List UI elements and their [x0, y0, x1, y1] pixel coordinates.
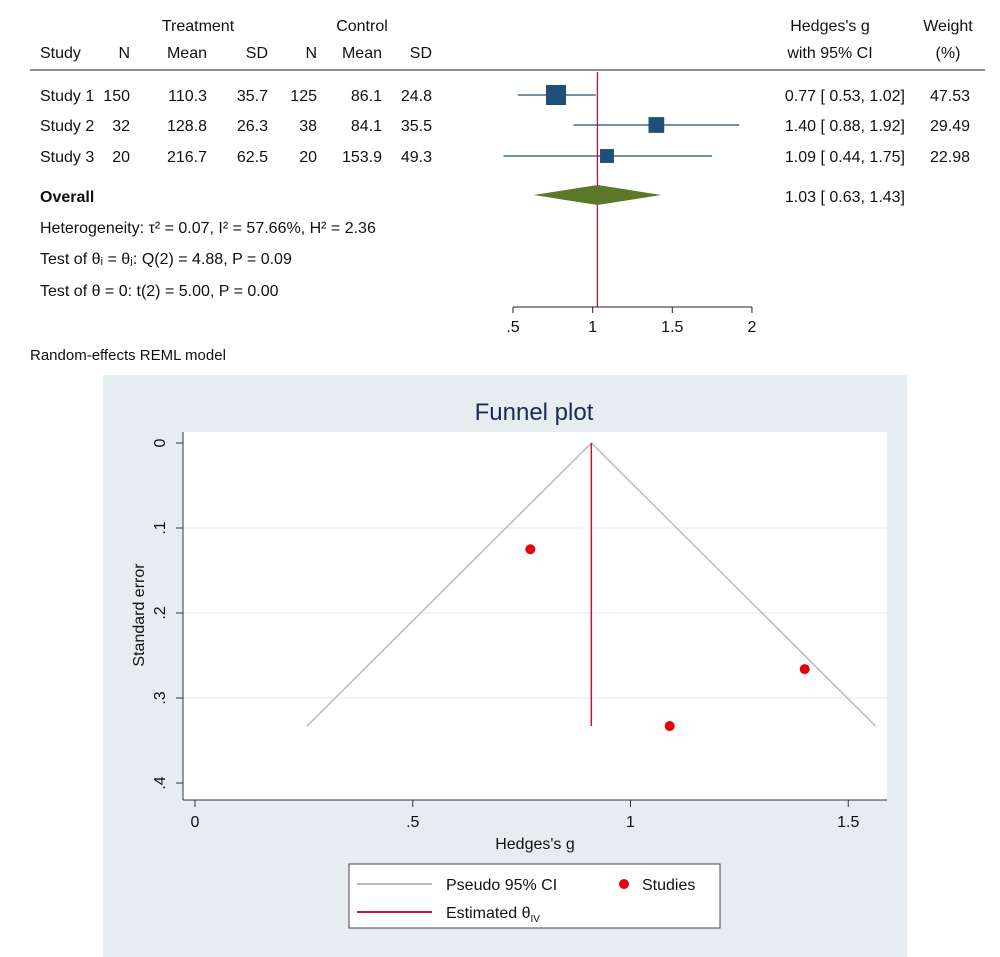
header-c-mean: Mean: [342, 45, 382, 62]
study-weight-text: 29.49: [930, 118, 970, 135]
study-t-mean: 110.3: [168, 88, 207, 105]
test-homogeneity-text: Test of θᵢ = θⱼ: Q(2) = 4.88, P = 0.09: [40, 251, 292, 268]
study-effect-marker: [546, 85, 567, 105]
legend-est-main: Estimated θ: [446, 905, 531, 922]
study-c-mean: 84.1: [351, 118, 382, 135]
funnel-y-tick-label: .2: [152, 606, 169, 619]
pseudo-ci-right-line: [590, 442, 877, 727]
legend-est-label: Estimated θIV: [446, 905, 540, 925]
test-effect-text: Test of θ = 0: t(2) = 5.00, P = 0.00: [40, 283, 279, 300]
overall-ci-text: 1.03 [ 0.63, 1.43]: [785, 189, 905, 206]
study-t-n: 32: [112, 118, 130, 135]
funnel-title: Funnel plot: [475, 399, 594, 426]
legend-box: [348, 863, 721, 929]
header-t-n: N: [118, 45, 130, 62]
funnel-x-tick-label: 1.5: [837, 814, 859, 831]
study-c-sd: 35.5: [401, 118, 432, 135]
funnel-x-tick-label: 1: [626, 814, 635, 831]
study-t-mean: 216.7: [167, 149, 207, 166]
funnel-y-tick-label: .4: [152, 776, 169, 789]
study-c-mean: 86.1: [351, 88, 382, 105]
header-t-sd: SD: [246, 45, 268, 62]
study-t-sd: 62.5: [237, 149, 268, 166]
header-weight: Weight: [923, 18, 973, 35]
funnel-legend: Pseudo 95% CI Studies Estimated θIV: [348, 863, 721, 929]
forest-x-tick-label: 1: [588, 319, 597, 336]
study-t-sd: 26.3: [237, 118, 268, 135]
study-t-sd: 35.7: [237, 88, 268, 105]
study-point: [525, 544, 536, 555]
funnel-y-tick-label: .1: [152, 521, 169, 534]
study-c-sd: 24.8: [401, 88, 432, 105]
overall-diamond: [533, 185, 662, 205]
study-c-n: 20: [299, 149, 317, 166]
funnel-ylabel: Standard error: [131, 563, 148, 667]
study-name: Study 3: [40, 149, 94, 166]
funnel-y-tick-label: 0: [152, 438, 169, 447]
forest-x-tick-label: 1.5: [661, 319, 683, 336]
study-c-sd: 49.3: [401, 149, 432, 166]
study-weight-text: 47.53: [930, 88, 970, 105]
forest-x-tick-label: .5: [506, 319, 519, 336]
heterogeneity-text: Heterogeneity: τ² = 0.07, I² = 57.66%, H…: [40, 220, 376, 237]
study-ci-text: 1.40 [ 0.88, 1.92]: [785, 118, 905, 135]
pseudo-ci-left-line: [306, 442, 592, 727]
study-name: Study 2: [40, 118, 94, 135]
model-note: Random-effects REML model: [30, 347, 226, 364]
overall-label: Overall: [40, 189, 94, 206]
study-weight-text: 22.98: [930, 149, 970, 166]
study-t-n: 150: [103, 88, 130, 105]
study-ci-text: 0.77 [ 0.53, 1.02]: [785, 88, 905, 105]
funnel-x-tick-label: .5: [406, 814, 419, 831]
header-control: Control: [336, 18, 388, 35]
forest-plot: Treatment Control Study N Mean SD N Mean…: [30, 18, 985, 364]
legend-ci-label: Pseudo 95% CI: [446, 877, 557, 894]
header-effect-ci: with 95% CI: [786, 45, 872, 62]
header-treatment: Treatment: [162, 18, 235, 35]
header-t-mean: Mean: [167, 45, 207, 62]
study-c-mean: 153.9: [342, 149, 382, 166]
study-effect-marker: [648, 117, 665, 133]
funnel-y-tick-label: .3: [152, 691, 169, 704]
study-point: [664, 721, 675, 732]
legend-est-sub: IV: [530, 914, 540, 925]
header-c-sd: SD: [410, 45, 432, 62]
funnel-x-tick-label: 0: [191, 814, 200, 831]
header-weight-pct: (%): [936, 45, 961, 62]
funnel-plot: Funnel plot 0.1.2.3.40.5 1 1.5 Hedges's g …: [103, 375, 907, 957]
study-t-n: 20: [112, 149, 130, 166]
forest-x-tick-label: 2: [747, 319, 756, 336]
study-c-n: 125: [290, 88, 317, 105]
study-effect-marker: [600, 149, 614, 163]
study-c-n: 38: [299, 118, 317, 135]
legend-studies-swatch: [619, 879, 629, 889]
funnel-xlabel: Hedges's g: [495, 836, 575, 853]
header-effect: Hedges's g: [790, 18, 870, 35]
header-study: Study: [40, 45, 81, 62]
study-ci-text: 1.09 [ 0.44, 1.75]: [785, 149, 905, 166]
study-t-mean: 128.8: [167, 118, 207, 135]
funnel-plot-area: [183, 432, 887, 800]
header-c-n: N: [305, 45, 317, 62]
legend-studies-label: Studies: [642, 877, 695, 894]
study-point: [799, 664, 810, 675]
study-name: Study 1: [40, 88, 94, 105]
